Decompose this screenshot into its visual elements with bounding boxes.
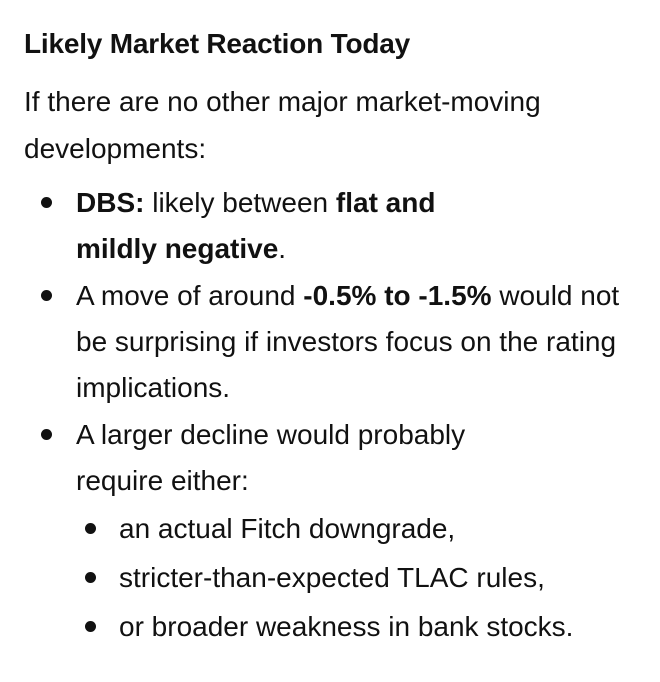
sub-list-item-text: an actual Fitch downgrade, xyxy=(119,513,456,544)
bank-label: DBS: xyxy=(76,187,145,218)
list-item: A move of around -0.5% to -1.5% would no… xyxy=(24,273,636,411)
sub-list-item-text: stricter-than-expected TLAC rules, xyxy=(119,562,545,593)
list-item: DBS: likely between flat and mildly negat… xyxy=(24,180,636,272)
emphasis-text: mildly negative xyxy=(76,233,279,264)
emphasis-text: flat and xyxy=(335,187,436,218)
sub-bullet-list: an actual Fitch downgrade, stricter-than… xyxy=(76,504,636,651)
bullet-dot-icon xyxy=(41,429,52,440)
list-item-text: likely between xyxy=(144,187,336,218)
bullet-dot-icon xyxy=(85,523,96,534)
list-item-text: require either: xyxy=(76,465,249,496)
sub-list-item-text: or broader weakness in bank stocks. xyxy=(119,611,574,642)
bullet-list: DBS: likely between flat and mildly negat… xyxy=(24,180,636,651)
bullet-dot-icon xyxy=(85,572,96,583)
intro-paragraph: If there are no other major market-movin… xyxy=(24,86,541,164)
list-item: A larger decline would probably require e… xyxy=(24,412,636,651)
bullet-dot-icon xyxy=(41,197,52,208)
sub-list-item: an actual Fitch downgrade, xyxy=(76,504,636,553)
bullet-dot-icon xyxy=(85,621,96,632)
list-item-text: A move of around xyxy=(76,280,304,311)
sub-list-item: or broader weakness in bank stocks. xyxy=(76,602,636,651)
list-item-text: would not be surprising if investors foc… xyxy=(76,280,620,403)
emphasis-text: -0.5% to -1.5% xyxy=(303,280,492,311)
list-item-text: A larger decline would probably xyxy=(76,419,466,450)
bullet-dot-icon xyxy=(41,290,52,301)
list-item-text: . xyxy=(278,233,287,264)
sub-list-item: stricter-than-expected TLAC rules, xyxy=(76,553,636,602)
section-heading: Likely Market Reaction Today xyxy=(24,28,411,59)
